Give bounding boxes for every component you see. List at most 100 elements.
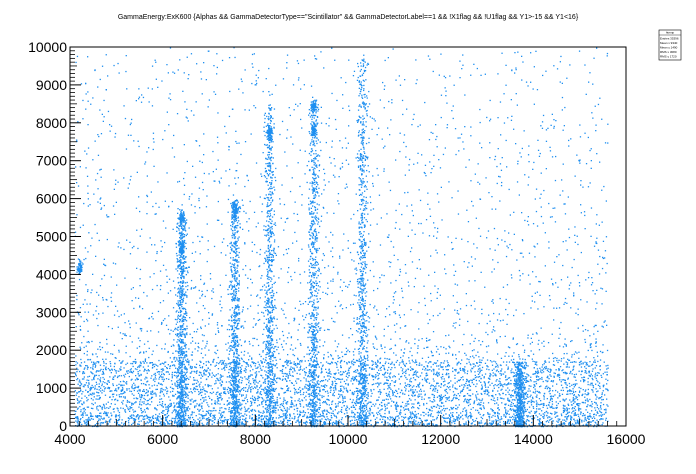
data-point: [116, 423, 118, 425]
data-point: [567, 393, 569, 395]
data-point: [389, 419, 391, 421]
data-point: [598, 382, 601, 384]
data-point: [110, 372, 112, 374]
data-point: [215, 393, 217, 395]
data-point: [510, 372, 512, 374]
data-point: [500, 389, 502, 391]
data-point: [293, 367, 295, 369]
data-point: [345, 407, 347, 410]
data-point: [255, 371, 258, 373]
data-point: [406, 401, 408, 403]
data-point: [118, 414, 121, 416]
data-point: [516, 367, 518, 369]
data-point: [127, 420, 130, 422]
data-point: [129, 415, 132, 417]
data-point: [124, 373, 127, 375]
data-point: [173, 402, 175, 404]
data-point: [575, 379, 577, 381]
data-point: [501, 388, 503, 390]
data-point: [387, 369, 389, 371]
data-point: [600, 408, 602, 410]
data-point: [537, 370, 539, 372]
data-point: [129, 406, 131, 408]
data-point: [146, 377, 148, 379]
data-point: [219, 422, 221, 424]
data-point: [74, 413, 76, 415]
data-point: [391, 419, 394, 421]
data-point: [437, 404, 439, 407]
data-point: [157, 416, 159, 418]
data-point: [601, 393, 603, 396]
data-point: [474, 377, 477, 379]
data-point: [129, 401, 131, 403]
data-point: [332, 393, 334, 395]
data-point: [429, 369, 431, 371]
data-point: [120, 393, 122, 395]
data-point: [487, 393, 489, 395]
data-point: [521, 412, 523, 414]
data-point: [261, 415, 263, 417]
data-point: [340, 409, 343, 411]
data-point: [511, 368, 513, 370]
data-point: [585, 389, 587, 391]
data-point: [530, 404, 533, 406]
data-point: [529, 379, 532, 381]
data-point: [394, 424, 396, 426]
data-point: [281, 372, 283, 374]
data-point: [524, 393, 527, 396]
data-point: [203, 370, 205, 372]
data-point: [418, 362, 421, 364]
data-point: [476, 397, 478, 399]
data-point: [149, 404, 151, 406]
data-point: [501, 373, 503, 375]
data-point: [383, 368, 386, 370]
data-point: [196, 370, 198, 372]
data-point: [328, 404, 330, 406]
data-point: [292, 371, 294, 373]
data-point: [228, 376, 230, 378]
data-point: [501, 397, 503, 400]
data-point: [253, 419, 256, 421]
data-point: [538, 423, 540, 425]
data-point: [138, 374, 141, 377]
data-point: [515, 374, 517, 376]
data-point: [191, 366, 193, 368]
data-point: [586, 372, 588, 374]
data-point: [319, 387, 321, 389]
data-point: [93, 375, 96, 378]
data-point: [261, 415, 264, 417]
data-point: [162, 376, 164, 378]
data-point: [161, 387, 163, 390]
data-point: [191, 398, 193, 400]
data-point: [394, 395, 396, 397]
data-point: [299, 400, 301, 402]
data-point: [454, 377, 456, 379]
data-point: [254, 386, 256, 388]
data-point: [261, 375, 263, 377]
data-point: [391, 367, 393, 369]
data-point: [156, 371, 159, 373]
data-point: [263, 411, 265, 413]
data-point: [299, 421, 302, 423]
data-point: [85, 414, 87, 416]
data-point: [321, 410, 323, 412]
data-point: [572, 369, 574, 371]
data-point: [507, 397, 509, 399]
data-point: [315, 384, 318, 386]
data-point: [290, 396, 292, 398]
data-point: [219, 417, 221, 419]
data-point: [570, 390, 572, 392]
data-point: [141, 394, 144, 397]
data-point: [568, 382, 571, 385]
data-point: [555, 407, 557, 409]
data-point: [587, 393, 589, 396]
data-point: [138, 420, 140, 423]
data-point: [392, 423, 394, 425]
data-point: [211, 372, 213, 374]
data-point: [87, 398, 89, 401]
data-point: [580, 408, 582, 410]
data-point: [232, 389, 234, 391]
data-point: [273, 376, 275, 378]
data-point: [463, 395, 466, 397]
data-point: [284, 409, 287, 411]
